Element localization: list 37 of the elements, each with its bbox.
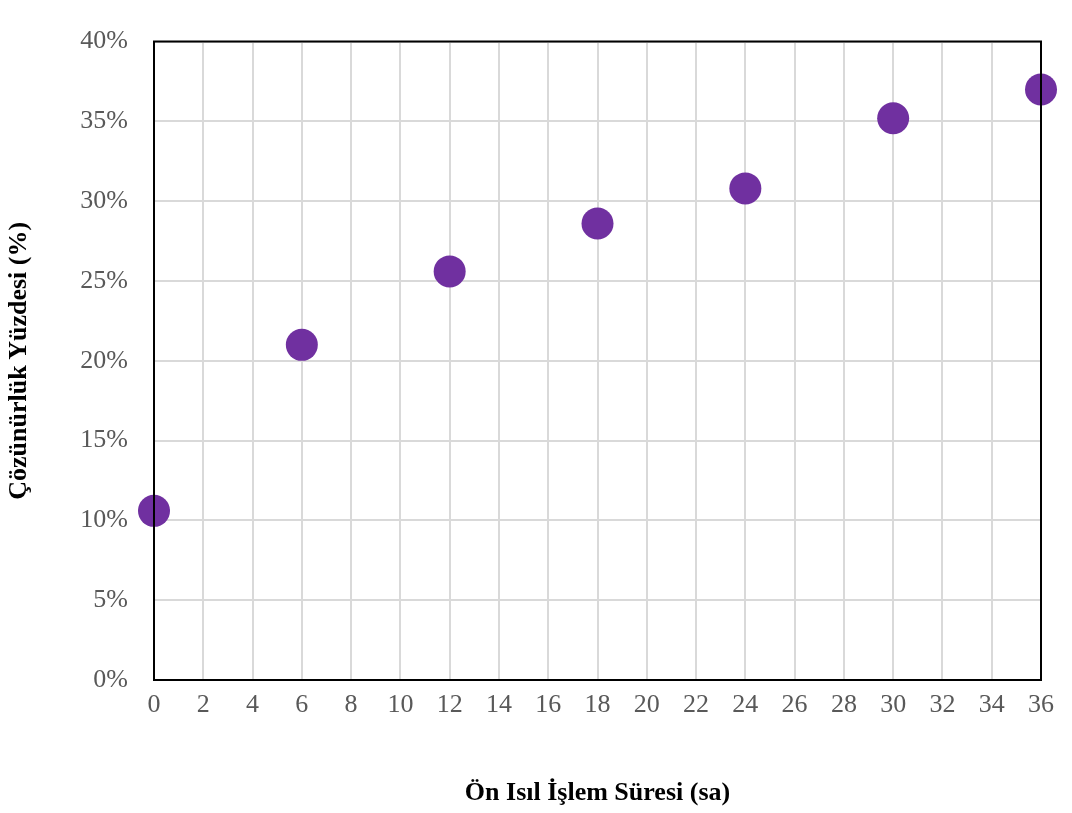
x-tick-label: 32 <box>929 689 956 719</box>
y-tick-label: 10% <box>80 504 128 534</box>
point <box>581 207 614 240</box>
x-tick-label: 26 <box>781 689 808 719</box>
point <box>433 255 466 288</box>
x-tick-label: 34 <box>978 689 1005 719</box>
y-tick-label: 20% <box>80 344 128 374</box>
y-tick-label: 0% <box>93 663 128 693</box>
x-axis-title: Ön Isıl İşlem Süresi (sa) <box>464 777 731 807</box>
x-tick-label: 16 <box>535 689 562 719</box>
x-tick-label: 12 <box>436 689 463 719</box>
x-tick-label: 6 <box>295 689 309 719</box>
point <box>285 328 318 361</box>
x-tick-label: 20 <box>633 689 660 719</box>
y-axis-title: Çözünürlük Yüzdesi (%) <box>3 221 33 500</box>
x-tick-label: 14 <box>485 689 512 719</box>
x-tick-label: 4 <box>246 689 260 719</box>
point <box>138 494 170 527</box>
x-tick-label: 36 <box>1028 689 1054 719</box>
x-tick-label: 18 <box>584 689 611 719</box>
point <box>729 172 762 205</box>
y-tick-label: 5% <box>93 584 128 614</box>
x-tick-label: 0 <box>147 689 161 719</box>
x-tick-label: 10 <box>387 689 414 719</box>
point <box>877 102 910 135</box>
point <box>1025 73 1057 106</box>
y-tick-label: 35% <box>80 105 128 135</box>
y-tick-label: 30% <box>80 185 128 215</box>
x-tick-label: 8 <box>344 689 358 719</box>
x-tick-label: 30 <box>880 689 907 719</box>
y-tick-label: 25% <box>80 264 128 294</box>
x-tick-label: 2 <box>196 689 210 719</box>
x-tick-label: 22 <box>683 689 710 719</box>
x-tick-label: 28 <box>830 689 857 719</box>
y-tick-label: 40% <box>80 25 128 55</box>
x-tick-label: 24 <box>732 689 759 719</box>
y-tick-label: 15% <box>80 424 128 454</box>
